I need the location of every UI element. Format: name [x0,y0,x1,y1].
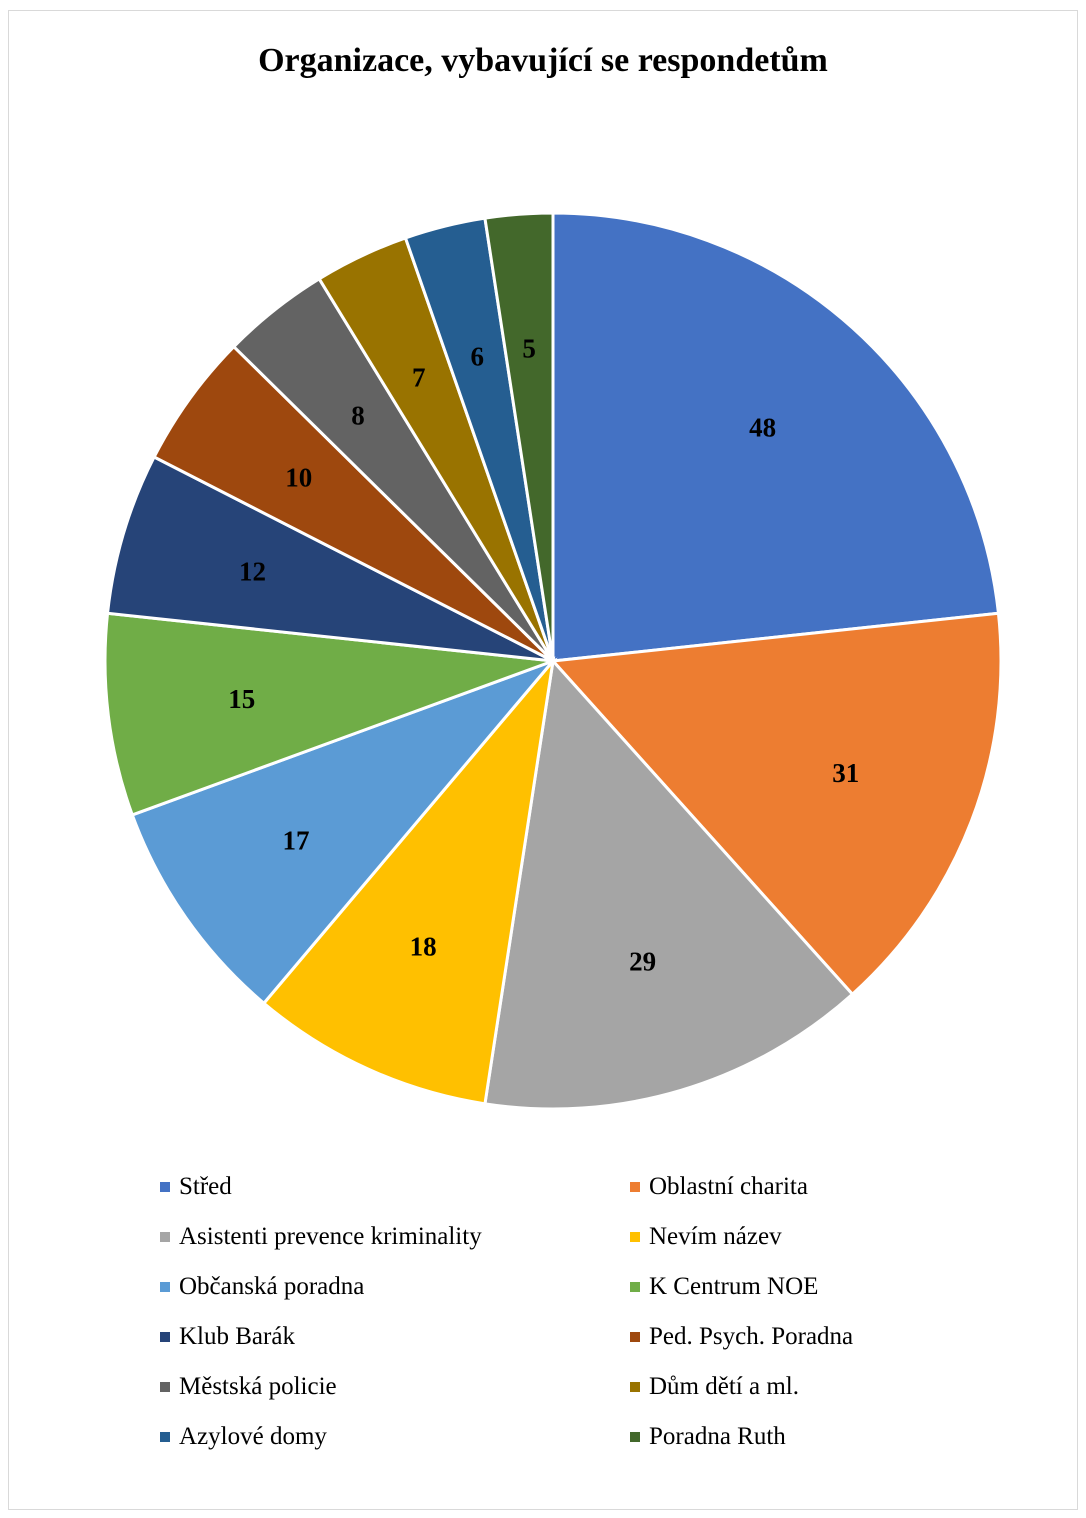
legend-item: Městská policie [160,1368,630,1406]
data-label: 10 [285,462,312,492]
data-label: 15 [228,684,255,714]
legend-item: K Centrum NOE [630,1268,940,1306]
data-label: 18 [410,931,437,961]
legend-item: Asistenti prevence kriminality [160,1218,630,1256]
legend: Střed Oblastní charita Asistenti prevence … [160,1168,940,1456]
chart-title: Organizace, vybavující se respondetům [258,42,828,79]
legend-item: Ped. Psych. Poradna [630,1318,940,1356]
legend-item: Dům dětí a ml. [630,1368,940,1406]
legend-item: Oblastní charita [630,1168,940,1206]
legend-label: Městská policie [179,1373,337,1400]
pie-slice [551,211,1001,663]
legend-label: Dům dětí a ml. [649,1373,799,1400]
legend-swatch [160,1182,170,1192]
pie-slice [483,211,555,662]
data-label: 12 [239,556,266,586]
legend-swatch [160,1282,170,1292]
pie-chart: 48 31 29 18 17 15 12 10 8 7 6 5 [103,211,1003,1111]
pie-slice [549,611,1003,997]
legend-label: Občanská poradna [179,1273,365,1300]
data-label: 17 [283,826,310,856]
legend-swatch [160,1232,170,1242]
data-label: 31 [832,758,859,788]
legend-label: Ped. Psych. Poradna [649,1323,854,1350]
data-label: 5 [522,333,536,363]
legend-item: Azylové domy [160,1418,630,1456]
data-label: 8 [351,400,365,430]
data-label: 7 [412,363,426,393]
pie-slice [483,657,855,1111]
legend-swatch [630,1332,640,1342]
legend-swatch [630,1432,640,1442]
legend-swatch [630,1182,640,1192]
legend-label: Asistenti prevence kriminality [179,1223,482,1250]
legend-label: K Centrum NOE [649,1273,819,1300]
legend-label: Klub Barák [179,1323,295,1350]
legend-item: Poradna Ruth [630,1418,940,1456]
legend-item: Střed [160,1168,630,1206]
legend-item: Nevím název [630,1218,940,1256]
pie-slice [261,655,556,1106]
pie-slice [103,611,554,817]
legend-label: Azylové domy [179,1423,327,1450]
legend-label: Poradna Ruth [649,1423,786,1450]
legend-swatch [630,1382,640,1392]
data-label: 6 [470,342,484,372]
data-label: 48 [749,413,776,443]
legend-swatch [630,1232,640,1242]
legend-swatch [160,1432,170,1442]
legend-label: Nevím název [649,1223,782,1250]
legend-label: Oblastní charita [649,1173,808,1200]
pie-slice [130,657,558,1006]
data-label: 29 [629,947,656,977]
pie-slice [105,454,554,663]
legend-label: Střed [179,1173,232,1200]
legend-swatch [630,1282,640,1292]
legend-swatch [160,1332,170,1342]
legend-swatch [160,1382,170,1392]
legend-item: Klub Barák [160,1318,630,1356]
legend-item: Občanská poradna [160,1268,630,1306]
